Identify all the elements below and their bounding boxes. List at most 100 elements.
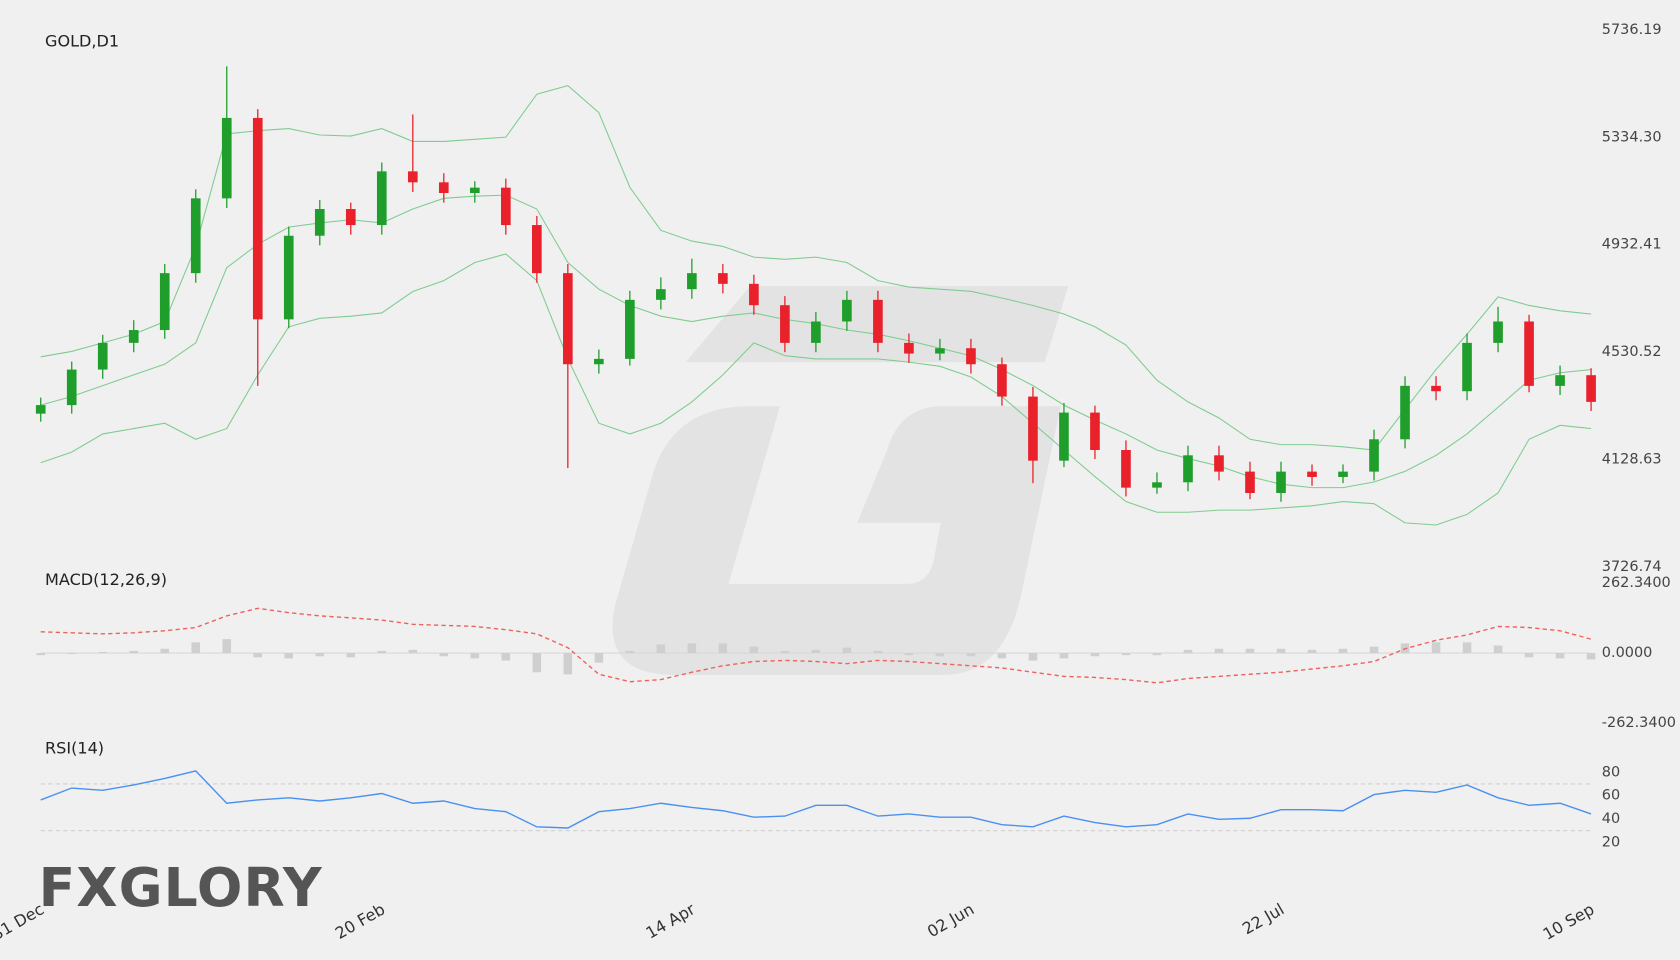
candle-body [1276, 471, 1286, 493]
histogram-bar [1152, 653, 1162, 656]
candle-body [687, 273, 697, 290]
candle-body [1586, 375, 1596, 402]
histogram-bar [1121, 653, 1131, 656]
x-tick-label: 14 Apr [643, 899, 699, 942]
panel-title: RSI(14) [45, 738, 104, 757]
histogram-bar [532, 653, 542, 673]
candle-body [563, 273, 573, 365]
candle-body [1431, 385, 1441, 392]
bollinger-lower [40, 253, 1592, 526]
candle-body [1524, 321, 1534, 386]
candle-body [1369, 439, 1379, 472]
histogram-bar [67, 653, 77, 655]
y-tick-label: 5736.19 [1602, 22, 1662, 38]
histogram-bar [1276, 648, 1286, 654]
candle-body [221, 117, 232, 199]
histogram-bar [1028, 653, 1038, 661]
histogram-bar [1524, 653, 1534, 658]
histogram-bar [1431, 642, 1441, 654]
candle-body [252, 117, 263, 320]
candle-body [159, 273, 170, 331]
x-tick-label: 10 Sep [1540, 899, 1598, 943]
histogram-bar [439, 653, 449, 657]
histogram-bar [873, 650, 883, 654]
histogram-bar [1090, 653, 1100, 657]
candle-body [1152, 482, 1162, 488]
histogram-bar [997, 653, 1007, 659]
candle-body [1462, 342, 1472, 392]
candle-body [314, 209, 325, 236]
panel-title: MACD(12,26,9) [45, 570, 167, 589]
candle-body [376, 171, 387, 226]
candle-body [283, 235, 294, 320]
candle-body [1183, 455, 1193, 483]
candle-body [873, 299, 883, 343]
candle-body [656, 289, 666, 300]
histogram-bar [129, 650, 139, 654]
histogram-bar [1369, 646, 1379, 654]
y-tick-label: 20 [1602, 834, 1620, 850]
x-tick-label: 22 Jul [1239, 899, 1287, 938]
brand-logo: FXGLORY [39, 856, 323, 919]
chart-title: GOLD,D1 [45, 31, 119, 50]
histogram-bar [842, 647, 852, 654]
candle-body [1245, 471, 1255, 493]
histogram-bar [718, 643, 728, 654]
histogram-bar [749, 646, 759, 654]
candle-body [749, 283, 759, 306]
histogram-bar [36, 653, 45, 656]
candle-body [469, 187, 480, 194]
watermark [612, 286, 1069, 675]
candle-body [1121, 449, 1131, 488]
candle-body [935, 348, 945, 354]
histogram-bar [563, 653, 573, 675]
histogram-bar [1059, 653, 1069, 659]
histogram-bar [780, 650, 790, 654]
histogram-bar [470, 653, 480, 659]
candle-body [128, 330, 139, 343]
candle-body [625, 299, 635, 359]
histogram-bar [966, 653, 976, 657]
histogram-bar [1338, 648, 1348, 654]
y-tick-label: 40 [1602, 811, 1620, 827]
candle-body [97, 342, 108, 370]
candle-body [407, 171, 418, 183]
candle-body [1090, 412, 1100, 450]
watermark-shape [612, 406, 1061, 675]
histogram-bar [377, 650, 387, 654]
histogram-bar [811, 649, 821, 654]
candle-body [1400, 385, 1410, 440]
candle-body [1028, 396, 1038, 461]
y-tick-label: 4128.63 [1602, 451, 1662, 467]
histogram-bar [1307, 649, 1317, 654]
histogram-bar [501, 653, 511, 661]
x-tick-label: 31 Dec [0, 899, 47, 944]
candle-body [1059, 412, 1069, 461]
y-tick-label: 0.0000 [1602, 645, 1653, 661]
histogram-bar [253, 653, 263, 658]
histogram-bar [594, 653, 604, 663]
y-tick-label: 4932.41 [1602, 237, 1662, 253]
candle-body [345, 209, 356, 226]
histogram-bar [1462, 642, 1472, 654]
candle-body [66, 369, 77, 406]
y-tick-label: 4530.52 [1602, 344, 1662, 360]
histogram-bar [1493, 645, 1503, 654]
candle-body [35, 405, 46, 414]
signal-line [40, 607, 1592, 684]
histogram-bar [408, 649, 418, 654]
histogram-bar [625, 650, 635, 654]
histogram-bar [222, 639, 232, 654]
histogram-bar [935, 653, 945, 657]
histogram-bar [191, 642, 201, 654]
y-tick-label: 3726.74 [1602, 559, 1662, 575]
histogram-bar [315, 653, 325, 657]
histogram-bar [1586, 653, 1596, 660]
y-tick-label: 80 [1602, 764, 1620, 780]
x-tick-label: 20 Feb [332, 899, 388, 942]
candle-body [780, 305, 790, 343]
rsi-line [40, 770, 1592, 829]
histogram-bar [656, 644, 666, 654]
histogram-bar [1245, 648, 1255, 654]
